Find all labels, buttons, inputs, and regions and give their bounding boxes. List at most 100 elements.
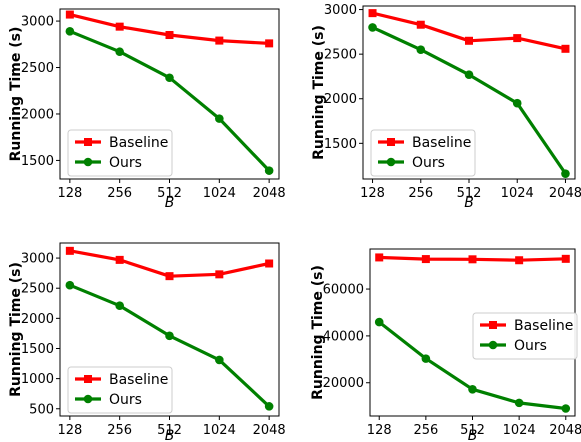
x-tick-label: 256	[107, 423, 132, 438]
data-point-baseline	[65, 246, 74, 255]
legend-marker-baseline	[387, 138, 395, 146]
legend-marker-ours	[83, 394, 93, 404]
legend-label-baseline: Baseline	[109, 135, 168, 151]
data-point-baseline	[65, 10, 74, 19]
x-axis-label: B	[165, 195, 175, 211]
legend-label-ours: Ours	[109, 155, 142, 171]
y-axis-label: Running Time (s)	[311, 25, 327, 160]
legend-label-ours: Ours	[514, 338, 547, 354]
data-point-baseline	[468, 255, 477, 264]
data-point-baseline	[561, 44, 570, 53]
data-point-ours	[468, 384, 477, 394]
y-tick-label: 2500	[21, 61, 54, 76]
x-tick-label: 128	[367, 423, 392, 438]
legend-label-baseline: Baseline	[412, 135, 471, 151]
data-point-ours	[561, 169, 570, 178]
legend-label-ours: Ours	[412, 155, 445, 171]
y-tick-label: 3000	[21, 252, 54, 267]
x-tick-label: 2048	[253, 423, 286, 438]
chart-panel-3: 500 1000 1500 2000 2500 3000 128 256 512 1024 2048…	[8, 242, 286, 442]
data-point-ours	[416, 45, 426, 54]
chart-panel-2: 1500 2000 2500 3000 128 256 512 1024 2048 B Runnin…	[311, 3, 581, 211]
legend-marker-baseline	[489, 321, 497, 329]
y-tick-label: 1500	[21, 154, 54, 169]
data-point-baseline	[421, 255, 430, 264]
x-tick-label: 256	[413, 423, 438, 438]
x-tick-label: 512	[157, 186, 182, 201]
data-point-ours	[65, 280, 75, 290]
y-tick-label: 1500	[21, 342, 54, 357]
legend-label-baseline: Baseline	[514, 318, 573, 334]
data-point-ours	[264, 166, 274, 175]
legend: Baseline Ours	[67, 366, 173, 414]
data-point-ours	[264, 402, 274, 411]
data-point-ours	[65, 26, 75, 36]
legend-label-baseline: Baseline	[109, 372, 168, 388]
legend: Baseline Ours	[370, 129, 476, 177]
y-tick-label: 2500	[324, 48, 357, 63]
data-point-baseline	[165, 272, 174, 281]
data-point-ours	[464, 70, 474, 79]
x-tick-label: 2048	[549, 186, 581, 201]
chart-panel-1: 1500 2000 2500 3000 128 256 512 1024 2048 B Runnin…	[8, 8, 286, 211]
legend-marker-baseline	[84, 138, 92, 146]
x-tick-label: 512	[157, 423, 182, 438]
data-point-baseline	[165, 31, 174, 40]
legend-marker-baseline	[84, 375, 92, 383]
y-tick-label: 2500	[21, 282, 54, 297]
chart-panel-4: 20000 40000 60000 128 256 512 1024 2048 B Running…	[310, 248, 581, 442]
data-point-ours	[374, 317, 384, 327]
x-tick-label: 2048	[549, 423, 581, 438]
y-tick-label: 3000	[324, 3, 357, 18]
data-point-baseline	[115, 22, 124, 31]
data-point-ours	[512, 98, 522, 108]
data-point-ours	[165, 331, 174, 341]
x-tick-label: 512	[460, 423, 485, 438]
x-tick-label: 128	[57, 423, 82, 438]
y-tick-label: 1000	[21, 372, 54, 387]
legend-label-ours: Ours	[109, 392, 142, 408]
data-point-ours	[368, 23, 377, 32]
data-point-baseline	[215, 36, 224, 45]
series-line-baseline	[69, 13, 270, 45]
data-point-baseline	[561, 254, 570, 263]
data-point-baseline	[515, 256, 524, 265]
y-tick-label: 1500	[324, 137, 357, 152]
data-point-baseline	[115, 255, 124, 264]
y-tick-label: 2000	[21, 312, 54, 327]
x-tick-label: 1024	[503, 423, 536, 438]
legend: Baseline Ours	[67, 129, 173, 177]
data-point-baseline	[416, 20, 425, 29]
y-tick-label: 40000	[323, 329, 364, 344]
y-tick-label: 20000	[323, 376, 364, 391]
x-tick-label: 128	[360, 186, 385, 201]
x-tick-label: 1024	[203, 423, 236, 438]
legend-marker-ours	[488, 340, 498, 350]
x-tick-label: 256	[408, 186, 433, 201]
data-point-baseline	[265, 39, 274, 48]
data-point-baseline	[265, 259, 274, 268]
data-point-ours	[215, 355, 224, 365]
data-point-ours	[561, 404, 571, 413]
x-axis-label: B	[165, 428, 175, 442]
x-tick-label: 1024	[501, 186, 534, 201]
y-tick-label: 60000	[323, 283, 364, 298]
data-point-baseline	[375, 253, 384, 262]
data-point-ours	[115, 301, 124, 310]
legend: Baseline Ours	[472, 312, 578, 360]
x-tick-label: 2048	[253, 186, 286, 201]
y-tick-label: 500	[29, 402, 54, 417]
x-tick-label: 512	[457, 186, 482, 201]
data-point-baseline	[215, 270, 224, 279]
data-point-ours	[215, 114, 224, 123]
data-point-ours	[115, 47, 124, 57]
x-tick-label: 1024	[203, 186, 236, 201]
data-point-baseline	[513, 34, 522, 43]
data-point-baseline	[465, 36, 473, 45]
data-point-baseline	[368, 9, 377, 18]
data-point-ours	[421, 354, 431, 363]
x-tick-label: 128	[57, 186, 82, 201]
y-axis-label: Running Time (s)	[8, 27, 24, 162]
y-tick-label: 2000	[324, 92, 357, 107]
